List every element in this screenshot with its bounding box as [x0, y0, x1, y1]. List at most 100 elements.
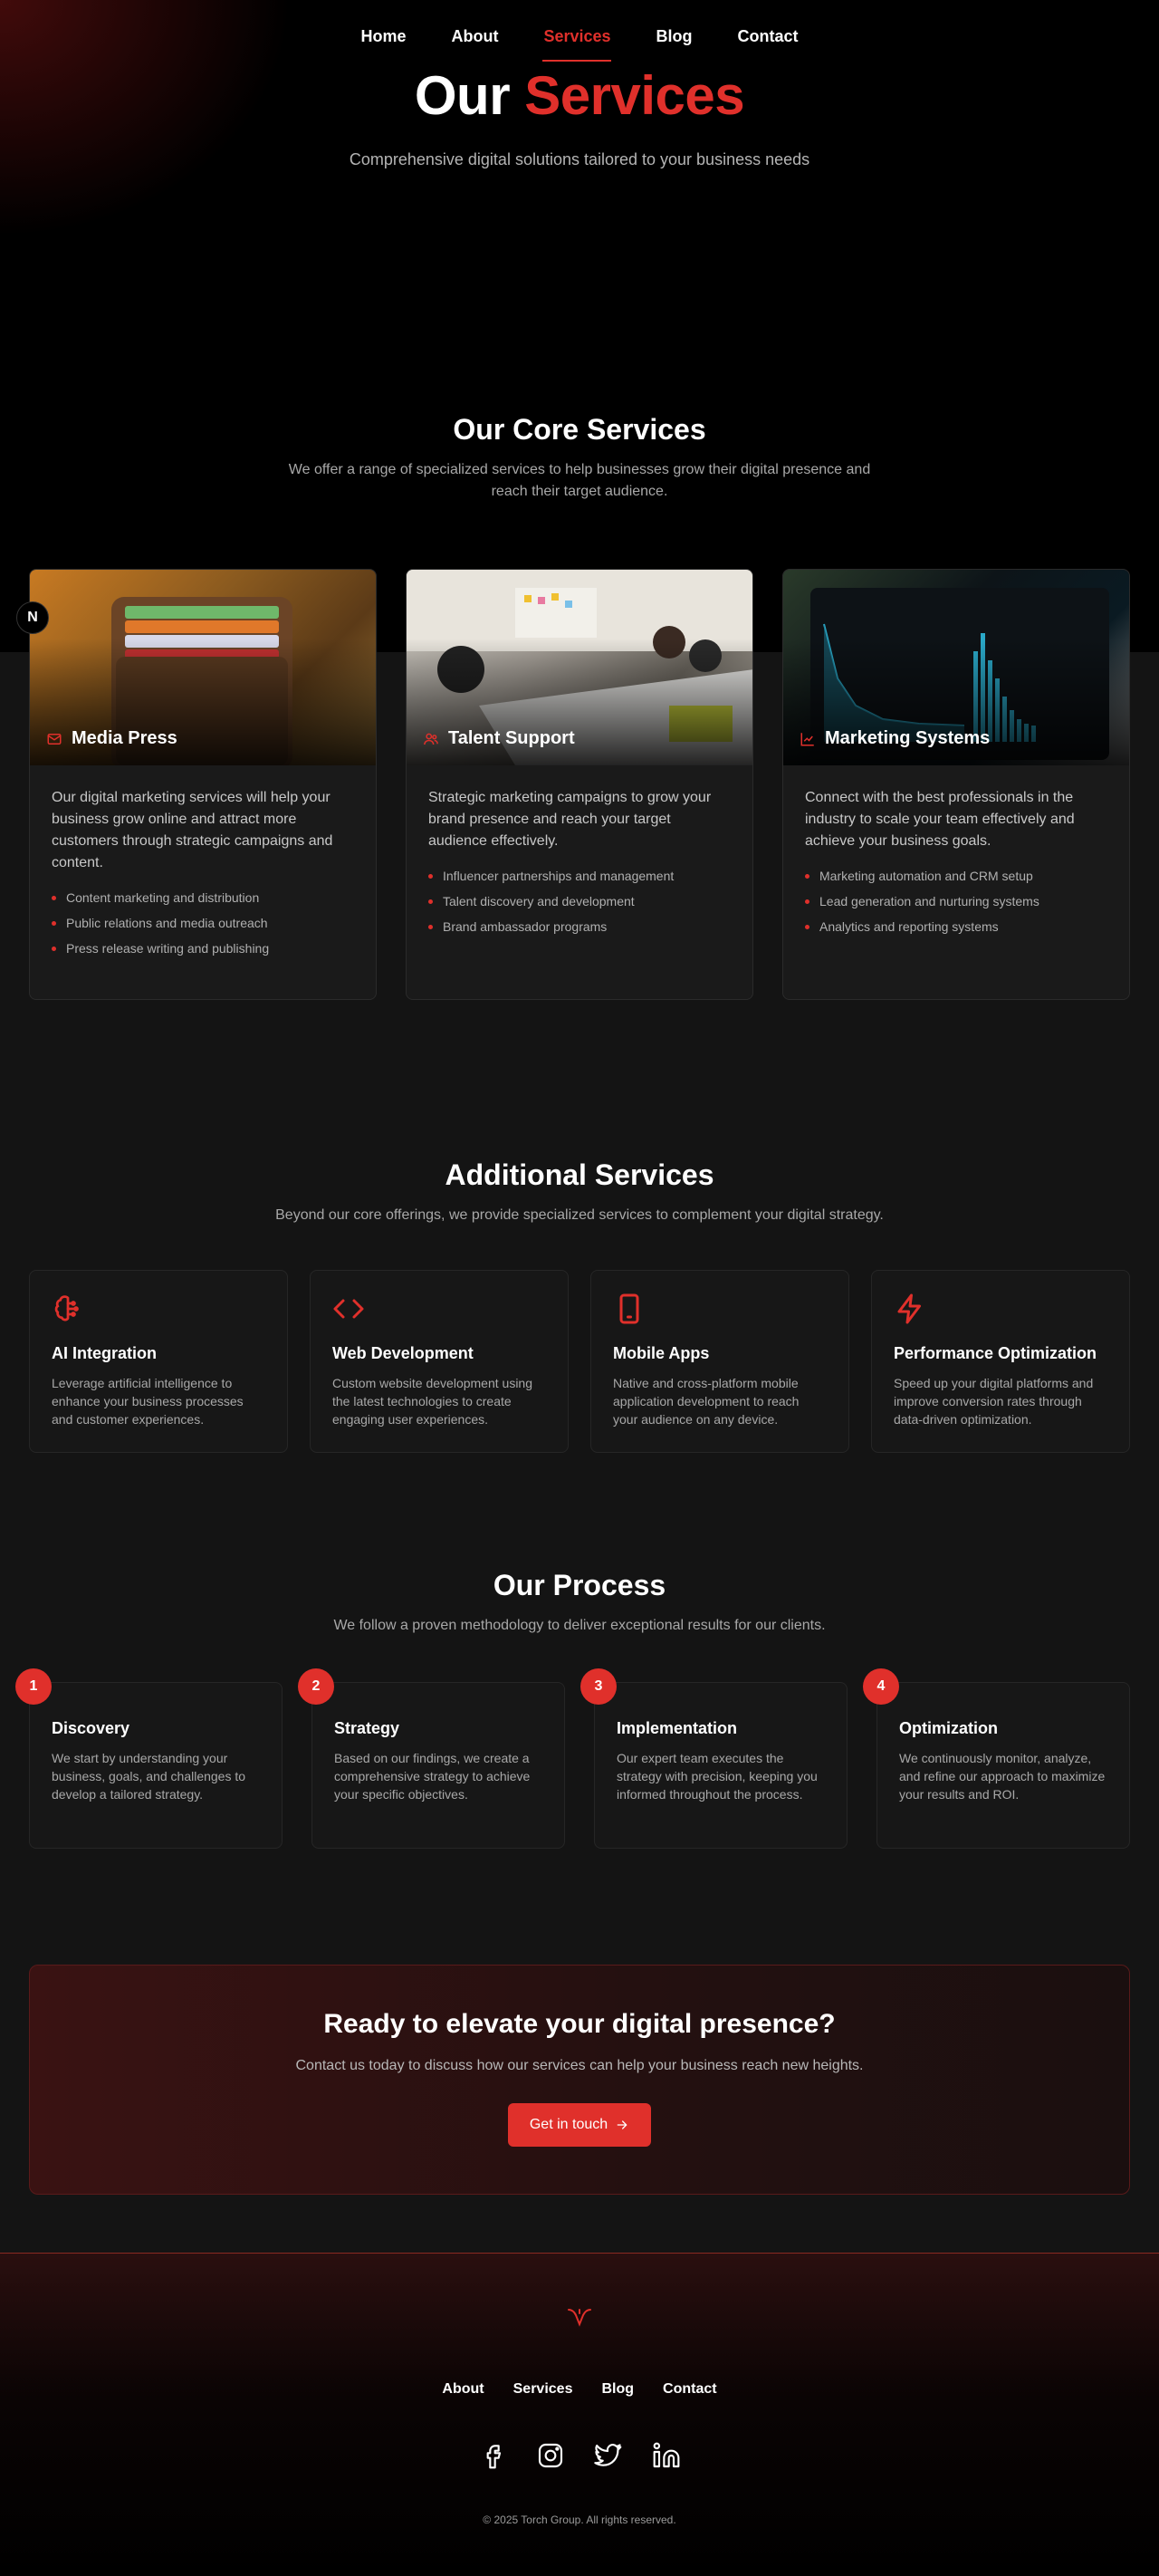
get-in-touch-label: Get in touch — [529, 2117, 608, 2132]
footer-nav: About Services Blog Contact — [0, 2381, 1159, 2398]
talent-support-title-text: Talent Support — [448, 728, 575, 748]
step-description: Our expert team executes the strategy wi… — [617, 1751, 818, 1802]
web-development-description: Custom website development using the lat… — [332, 1376, 533, 1427]
step-description: We start by understanding your business,… — [52, 1751, 246, 1802]
performance-optimization-title: Performance Optimization — [894, 1344, 1097, 1362]
core-card-talent-support: Talent Support Strategic marketing campa… — [406, 569, 753, 1000]
additional-services-header: Additional Services Beyond our core offe… — [0, 1158, 1159, 1226]
social-links — [0, 2441, 1159, 2470]
media-press-description: Our digital marketing services will help… — [52, 790, 333, 870]
nav-services[interactable]: Services — [521, 0, 633, 72]
top-nav: Home About Services Blog Contact — [0, 0, 1159, 72]
copyright: © 2025 Torch Group. All rights reserved. — [483, 2514, 676, 2526]
core-services-header: Our Core Services We offer a range of sp… — [0, 413, 1159, 503]
process-step-implementation: 3 Implementation Our expert team execute… — [580, 1668, 848, 1849]
list-item: Influencer partnerships and management — [428, 867, 731, 885]
marketing-systems-title: Marketing Systems — [800, 728, 990, 749]
nav-blog[interactable]: Blog — [656, 27, 693, 45]
additional-services-subtitle: Beyond our core offerings, we provide sp… — [275, 1207, 884, 1223]
hero: Our Services Comprehensive digital solut… — [0, 69, 1159, 295]
page-subtitle: Comprehensive digital solutions tailored… — [349, 150, 810, 168]
facebook-icon[interactable] — [478, 2441, 507, 2470]
marketing-systems-shade — [783, 639, 1129, 765]
process-section: Our Process We follow a proven methodolo… — [0, 1453, 1159, 1849]
mail-icon — [47, 733, 62, 745]
process-title: Our Process — [493, 1569, 666, 1601]
page-title-part2: Services — [524, 65, 745, 126]
chart-line-icon — [800, 732, 814, 745]
cta-banner: Ready to elevate your digital presence? … — [29, 1965, 1130, 2195]
additional-services-section: Additional Services Beyond our core offe… — [0, 1000, 1159, 1453]
core-card-marketing-systems: Marketing Systems Connect with the best … — [782, 569, 1130, 1000]
footer-nav-blog[interactable]: Blog — [601, 2381, 635, 2397]
step-number-badge: 3 — [580, 1668, 617, 1705]
additional-services-grid: AI Integration Leverage artificial intel… — [0, 1270, 1159, 1453]
performance-optimization-description: Speed up your digital platforms and impr… — [894, 1376, 1094, 1427]
step-description: Based on our findings, we create a compr… — [334, 1751, 531, 1802]
page-title: Our Services — [0, 69, 1159, 123]
service-card-performance-optimization: Performance Optimization Speed up your d… — [871, 1270, 1130, 1453]
nav-contact[interactable]: Contact — [737, 27, 799, 45]
footer-logo[interactable] — [0, 2254, 1159, 2338]
twitter-icon[interactable] — [594, 2441, 623, 2470]
media-press-shade — [30, 639, 376, 765]
list-item: Press release writing and publishing — [52, 939, 354, 957]
process-subtitle: We follow a proven methodology to delive… — [333, 1618, 826, 1633]
process-step-optimization: 4 Optimization We continuously monitor, … — [863, 1668, 1130, 1849]
footer-nav-contact[interactable]: Contact — [663, 2381, 717, 2397]
list-item: Analytics and reporting systems — [805, 918, 1107, 936]
talent-support-shade — [407, 639, 752, 765]
media-press-body: Our digital marketing services will help… — [30, 765, 376, 986]
talent-support-list: Influencer partnerships and management T… — [428, 867, 731, 936]
cta-subtitle: Contact us today to discuss how our serv… — [295, 2058, 864, 2073]
marketing-systems-list: Marketing automation and CRM setup Lead … — [805, 867, 1107, 936]
talent-support-image: Talent Support — [407, 570, 752, 765]
list-item: Talent discovery and development — [428, 892, 731, 910]
users-icon — [424, 733, 438, 745]
list-item: Lead generation and nurturing systems — [805, 892, 1107, 910]
nav-home[interactable]: Home — [360, 27, 407, 45]
process-step-strategy: 2 Strategy Based on our findings, we cre… — [298, 1668, 565, 1849]
media-press-image: Media Press — [30, 570, 376, 765]
list-item: Public relations and media outreach — [52, 914, 354, 932]
footer-nav-about[interactable]: About — [442, 2381, 484, 2397]
service-card-mobile-apps: Mobile Apps Native and cross-platform mo… — [590, 1270, 849, 1453]
core-services-section: Our Core Services We offer a range of sp… — [0, 295, 1159, 1000]
footer-nav-services[interactable]: Services — [512, 2381, 573, 2397]
step-number-badge: 1 — [15, 1668, 52, 1705]
cta-section: Ready to elevate your digital presence? … — [0, 1849, 1159, 2195]
marketing-systems-description: Connect with the best professionals in t… — [805, 790, 1075, 849]
step-title: Optimization — [899, 1719, 998, 1737]
step-title: Implementation — [617, 1719, 738, 1737]
mobile-apps-title: Mobile Apps — [613, 1344, 710, 1362]
service-card-web-development: Web Development Custom website developme… — [310, 1270, 569, 1453]
list-item: Marketing automation and CRM setup — [805, 867, 1107, 885]
web-development-title: Web Development — [332, 1344, 474, 1362]
core-services-grid: Media Press Our digital marketing servic… — [0, 569, 1159, 1000]
torch-logo-icon — [568, 2309, 591, 2327]
code-icon — [333, 1299, 364, 1319]
process-header: Our Process We follow a proven methodolo… — [0, 1569, 1159, 1637]
media-press-title-text: Media Press — [72, 728, 177, 748]
talent-support-title: Talent Support — [423, 728, 575, 749]
step-title: Strategy — [334, 1719, 400, 1737]
marketing-systems-image: Marketing Systems — [783, 570, 1129, 765]
process-step-discovery: 1 Discovery We start by understanding yo… — [15, 1668, 283, 1849]
step-number-badge: 2 — [298, 1668, 334, 1705]
marketing-systems-body: Connect with the best professionals in t… — [783, 765, 1129, 965]
get-in-touch-button[interactable]: Get in touch — [507, 2103, 652, 2147]
arrow-right-icon — [617, 2120, 627, 2129]
ai-integration-title: AI Integration — [52, 1344, 157, 1362]
media-press-list: Content marketing and distribution Publi… — [52, 889, 354, 957]
page-title-part1: Our — [414, 65, 511, 126]
cta-title: Ready to elevate your digital presence? — [323, 2009, 836, 2039]
linkedin-icon[interactable] — [652, 2441, 681, 2470]
list-item: Brand ambassador programs — [428, 918, 731, 936]
brain-icon — [54, 1295, 79, 1322]
nav-about[interactable]: About — [451, 27, 499, 45]
core-services-subtitle: We offer a range of specialized services… — [288, 462, 871, 499]
process-grid: 1 Discovery We start by understanding yo… — [0, 1668, 1159, 1849]
floating-n-button[interactable]: N — [16, 601, 49, 634]
talent-support-body: Strategic marketing campaigns to grow yo… — [407, 765, 752, 965]
instagram-icon[interactable] — [536, 2441, 565, 2470]
